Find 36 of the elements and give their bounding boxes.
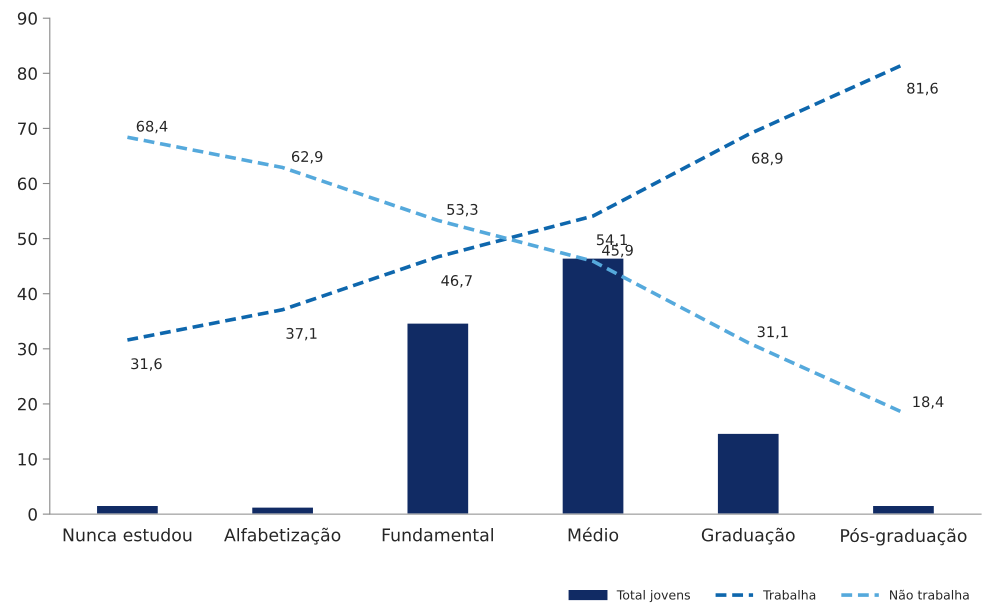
x-tick-label: Médio (568, 527, 618, 542)
data-label: 68,9 (752, 152, 782, 166)
data-label: 46,7 (441, 275, 472, 288)
y-tick-label: 50 (18, 232, 37, 246)
data-label: 31,1 (758, 326, 788, 339)
y-tick-label: 20 (18, 398, 37, 410)
x-tick-label: Graduação (702, 528, 795, 545)
legend-label: Total jovens (616, 590, 690, 602)
x-tick-label: Fundamental (382, 528, 493, 542)
bar (96, 504, 160, 514)
legend-label: Trabalha (763, 590, 816, 600)
y-tick-label: 70 (18, 122, 37, 135)
y-tick-label: 30 (18, 342, 37, 356)
bar (716, 432, 780, 514)
data-label: 37,1 (286, 328, 317, 340)
legend-label: Não trabalha (890, 590, 969, 600)
bar (872, 504, 936, 514)
data-label: 81,6 (907, 82, 938, 96)
data-label: 68,4 (136, 120, 168, 134)
y-tick-label: 80 (18, 67, 37, 80)
x-tick-label: Pós-graduação (841, 528, 967, 546)
data-label: 18,4 (913, 396, 944, 409)
data-label: 31,6 (131, 358, 162, 371)
y-tick-label: 10 (18, 452, 37, 466)
bar (406, 322, 470, 514)
data-label: 53,3 (447, 204, 478, 216)
x-tick-label: Alfabetização (224, 528, 340, 545)
y-tick-label: 60 (18, 177, 37, 190)
y-tick-label: 40 (18, 288, 37, 300)
data-label: 62,9 (292, 151, 322, 164)
bar (561, 257, 625, 514)
y-tick-label: 0 (28, 508, 37, 521)
y-tick-label: 90 (18, 12, 37, 25)
data-label: 45,9 (602, 244, 633, 258)
x-tick-label: Nunca estudou (64, 528, 192, 542)
data-label: 54,1 (596, 234, 627, 247)
